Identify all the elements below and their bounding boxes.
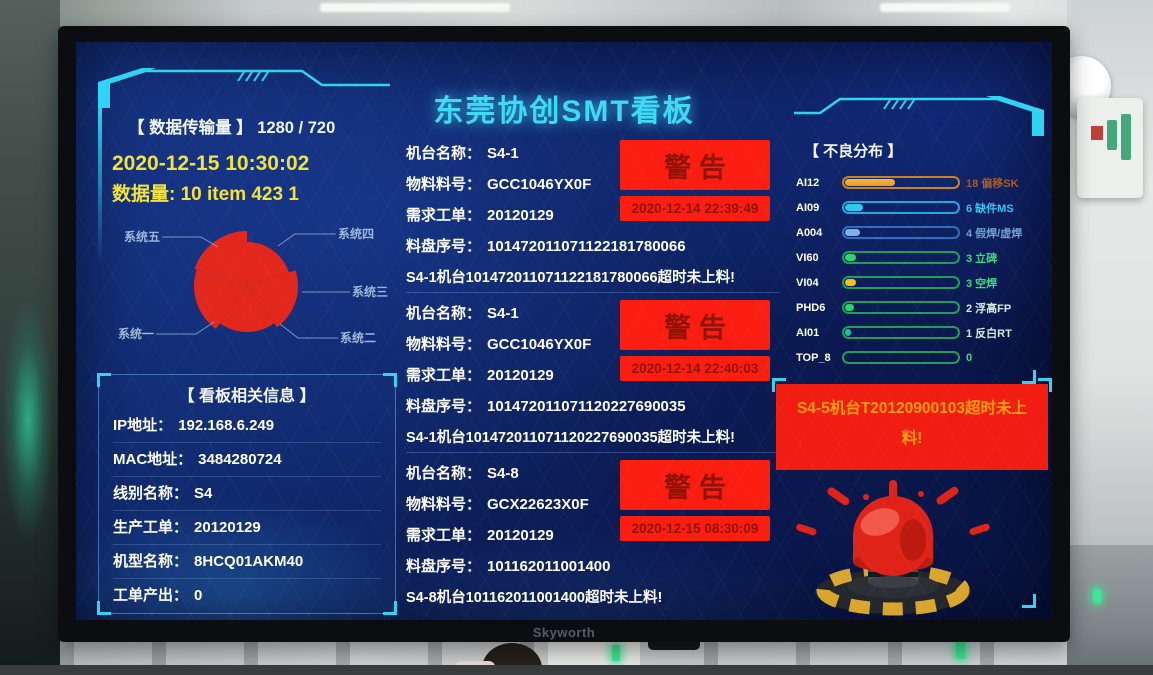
alert-block-1: 机台名称： S4-1 物料料号： GCC1046YX0F 需求工单： 20120129…	[406, 138, 770, 294]
defect-bar-row: AI12 18 偏移SK	[796, 176, 1019, 190]
data-volume-text: 数据量: 10 item 423 1	[112, 184, 299, 205]
corner-bracket-icon	[383, 373, 397, 387]
warning-box: 警告 2020-12-15 08:30:09	[620, 460, 770, 541]
smt-dashboard-screen: 东莞协创SMT看板 【 数据传输量 】 1280 / 720 2020-12-1…	[76, 42, 1052, 620]
alert-block-2: 机台名称： S4-1 物料料号： GCC1046YX0F 需求工单： 20120129…	[406, 298, 770, 454]
board-info-title: 【 看板相关信息 】	[178, 388, 316, 405]
pie-label: 系统二	[340, 330, 376, 345]
timeout-message: S4-1机台101472011071120227690035超时未上料!	[406, 430, 735, 446]
pie-label: 系统三	[352, 284, 388, 299]
green-machine-glow	[2, 300, 54, 540]
info-row-mac: MAC地址： 3484280724	[113, 443, 381, 477]
green-led	[612, 645, 620, 661]
lamp-red-label	[1091, 126, 1103, 140]
data-transmission-title: 【 数据传输量 】	[128, 119, 253, 137]
pie-label: 系统四	[338, 226, 374, 241]
left-equipment-wall	[0, 0, 60, 675]
divider	[406, 452, 780, 453]
warning-label: 警告	[620, 460, 770, 510]
defect-bar-row: TOP_8 0	[796, 351, 973, 364]
machine-name-row: 机台名称： S4-1	[406, 305, 519, 322]
reel-serial-row: 料盘序号： 101472011071122181780066	[406, 238, 686, 255]
defect-panel-title: 【 不良分布 】	[804, 143, 903, 160]
red-dome-button-icon	[853, 496, 933, 576]
board-info-panel: 【 看板相关信息 】 IP地址： 192.168.6.249 MAC地址： 3484…	[97, 373, 397, 615]
page-title: 东莞协创SMT看板	[433, 95, 695, 128]
corner-bracket-icon	[1038, 378, 1052, 392]
corner-bracket-icon	[383, 601, 397, 615]
defect-bar-row: AI09 6 缺件MS	[796, 201, 1014, 215]
timeout-message: S4-1机台101472011071122181780066超时未上料!	[406, 270, 735, 286]
warning-time: 2020-12-14 22:40:03	[620, 356, 770, 381]
panel-header-decoration	[794, 96, 1044, 136]
material-row: 物料料号： GCX22623X0F	[406, 496, 589, 513]
material-row: 物料料号： GCC1046YX0F	[406, 336, 592, 353]
defect-bar-row: A004 4 假焊/虚焊	[796, 226, 1023, 240]
defect-bar-row: VI04 3 空焊	[796, 276, 998, 290]
workorder-row: 需求工单： 20120129	[406, 207, 554, 224]
info-row-workorder: 生产工单： 20120129	[113, 511, 381, 545]
emergency-light-box	[1077, 98, 1143, 198]
data-transmission-value: 1280 / 720	[257, 119, 336, 137]
green-led	[1093, 589, 1101, 603]
corner-bracket-icon	[97, 373, 111, 387]
defect-bar-chart: AI12 18 偏移SK AI09 6 缺件MS A004 4 假焊/虚焊 VI60 3…	[796, 170, 1042, 370]
material-row: 物料料号： GCC1046YX0F	[406, 176, 592, 193]
hatch-marks-icon	[237, 71, 269, 82]
tv-brand-logo: Skyworth	[532, 625, 596, 640]
divider	[406, 292, 780, 293]
info-row-model: 机型名称： 8HCQ01AKM40	[113, 545, 381, 579]
reel-serial-row: 料盘序号： 101162011001400	[406, 558, 611, 575]
system-pie-chart: 系统五 系统四 系统三 系统二 系统一	[98, 202, 396, 370]
side-alert-banner: S4-5机台T20120900103超时未上料!	[776, 384, 1048, 470]
timeout-message: S4-8机台101162011001400超时未上料!	[406, 590, 663, 606]
line-device	[548, 639, 640, 669]
defect-bar-row: AI01 1 反白RT	[796, 326, 1012, 340]
right-equipment	[1067, 545, 1153, 665]
pie-sectors	[193, 231, 299, 333]
panel-edge-glow	[98, 104, 102, 264]
lamp-label-stripe	[1107, 120, 1117, 150]
defect-bar-row: PHD6 2 浮高FP	[796, 301, 1012, 315]
hatch-marks-icon	[883, 99, 915, 110]
info-row-output: 工单产出： 0	[113, 587, 203, 604]
emergency-button-graphic	[780, 480, 1006, 618]
warning-label: 警告	[620, 140, 770, 190]
warning-box: 警告 2020-12-14 22:40:03	[620, 300, 770, 381]
corner-bracket-icon	[772, 378, 786, 392]
info-row-ip: IP地址： 192.168.6.249	[113, 409, 381, 443]
warning-label: 警告	[620, 300, 770, 350]
corner-bracket-icon	[97, 601, 111, 615]
info-row-line: 线别名称： S4	[113, 477, 381, 511]
pie-label: 系统五	[124, 229, 160, 244]
tv-monitor: 东莞协创SMT看板 【 数据传输量 】 1280 / 720 2020-12-1…	[58, 26, 1070, 642]
alert-block-3: 机台名称： S4-8 物料料号： GCX22623X0F 需求工单： 20120129…	[406, 458, 770, 614]
floor-strip	[0, 665, 1153, 675]
dashboard-timestamp: 2020-12-15 10:30:02	[112, 152, 310, 175]
corner-bracket-icon	[1022, 594, 1036, 608]
green-led	[956, 641, 965, 659]
defect-distribution-panel: 【 不良分布 】 AI12 18 偏移SK AI09 6 缺件MS A004 4 假焊…	[788, 96, 1044, 384]
pie-label-connectors	[156, 233, 350, 339]
workorder-row: 需求工单： 20120129	[406, 527, 554, 544]
panel-header-decoration	[98, 68, 390, 108]
corner-bracket-icon	[1022, 370, 1036, 384]
lamp-label-stripe	[1121, 114, 1131, 160]
machine-name-row: 机台名称： S4-1	[406, 145, 519, 162]
machine-name-row: 机台名称： S4-8	[406, 465, 519, 482]
reel-serial-row: 料盘序号： 101472011071120227690035	[406, 398, 686, 415]
warning-time: 2020-12-14 22:39:49	[620, 196, 770, 221]
ceiling-light	[880, 3, 1010, 12]
workorder-row: 需求工单： 20120129	[406, 367, 554, 384]
ceiling-light	[320, 3, 510, 12]
pie-label: 系统一	[118, 326, 154, 341]
data-transmission-panel: 【 数据传输量 】 1280 / 720 2020-12-15 10:30:02…	[98, 68, 396, 368]
warning-time: 2020-12-15 08:30:09	[620, 516, 770, 541]
warning-box: 警告 2020-12-14 22:39:49	[620, 140, 770, 221]
defect-bar-row: VI60 3 立碑	[796, 251, 998, 265]
